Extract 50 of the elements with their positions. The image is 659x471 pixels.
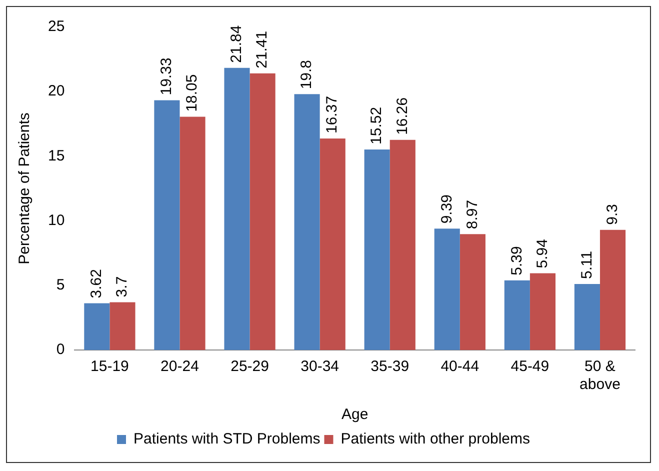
data-label: 3.7 <box>114 276 131 298</box>
data-label: 9.3 <box>604 204 621 225</box>
x-tick-label: 40-44 <box>440 358 480 376</box>
data-label: 15.52 <box>368 106 386 144</box>
bar <box>574 284 600 350</box>
bar <box>600 230 626 350</box>
bar <box>294 94 320 350</box>
x-tick-label: 15-19 <box>90 358 129 376</box>
bar <box>110 302 136 350</box>
bar <box>460 234 486 350</box>
bar <box>364 149 390 350</box>
data-label: 5.11 <box>578 250 596 279</box>
data-label: 21.84 <box>228 25 246 63</box>
x-tick-label: 30-34 <box>300 358 340 376</box>
data-label: 16.26 <box>394 97 411 135</box>
data-label: 19.8 <box>298 60 316 90</box>
bar <box>530 273 556 350</box>
y-tick-label: 0 <box>56 341 65 358</box>
bar <box>180 116 206 350</box>
y-tick-label: 5 <box>56 276 65 294</box>
y-tick-label: 15 <box>48 147 65 164</box>
x-axis-title: Age <box>341 406 368 424</box>
data-label: 8.97 <box>464 200 481 230</box>
bar <box>224 68 250 350</box>
legend-label: Patients with STD Problems <box>134 430 320 448</box>
y-tick-label: 10 <box>48 212 65 229</box>
data-label: 18.05 <box>184 74 201 112</box>
data-label: 3.62 <box>88 269 106 298</box>
bar <box>84 303 110 350</box>
bar <box>434 228 460 350</box>
data-label: 9.39 <box>438 194 456 224</box>
x-tick-label: 35-39 <box>370 358 410 376</box>
y-tick-label: 20 <box>48 82 65 100</box>
data-label: 5.39 <box>508 246 526 276</box>
data-label: 19.33 <box>158 58 176 96</box>
legend-label: Patients with other problems <box>340 430 530 448</box>
bar <box>250 73 276 350</box>
bar <box>390 140 416 350</box>
bar <box>154 100 180 350</box>
y-axis-title: Percentage of Patients <box>16 112 34 264</box>
x-tick-label: 20-24 <box>160 358 199 376</box>
data-label: 16.37 <box>324 96 341 134</box>
bar <box>504 280 530 350</box>
data-label: 21.41 <box>254 30 271 68</box>
x-tick-label: 45-49 <box>510 358 550 376</box>
y-tick-label: 25 <box>48 18 65 36</box>
x-tick-label: 50 & above <box>580 358 620 394</box>
data-label: 5.94 <box>534 239 551 268</box>
bar <box>320 138 346 350</box>
x-tick-label: 25-29 <box>230 358 269 376</box>
